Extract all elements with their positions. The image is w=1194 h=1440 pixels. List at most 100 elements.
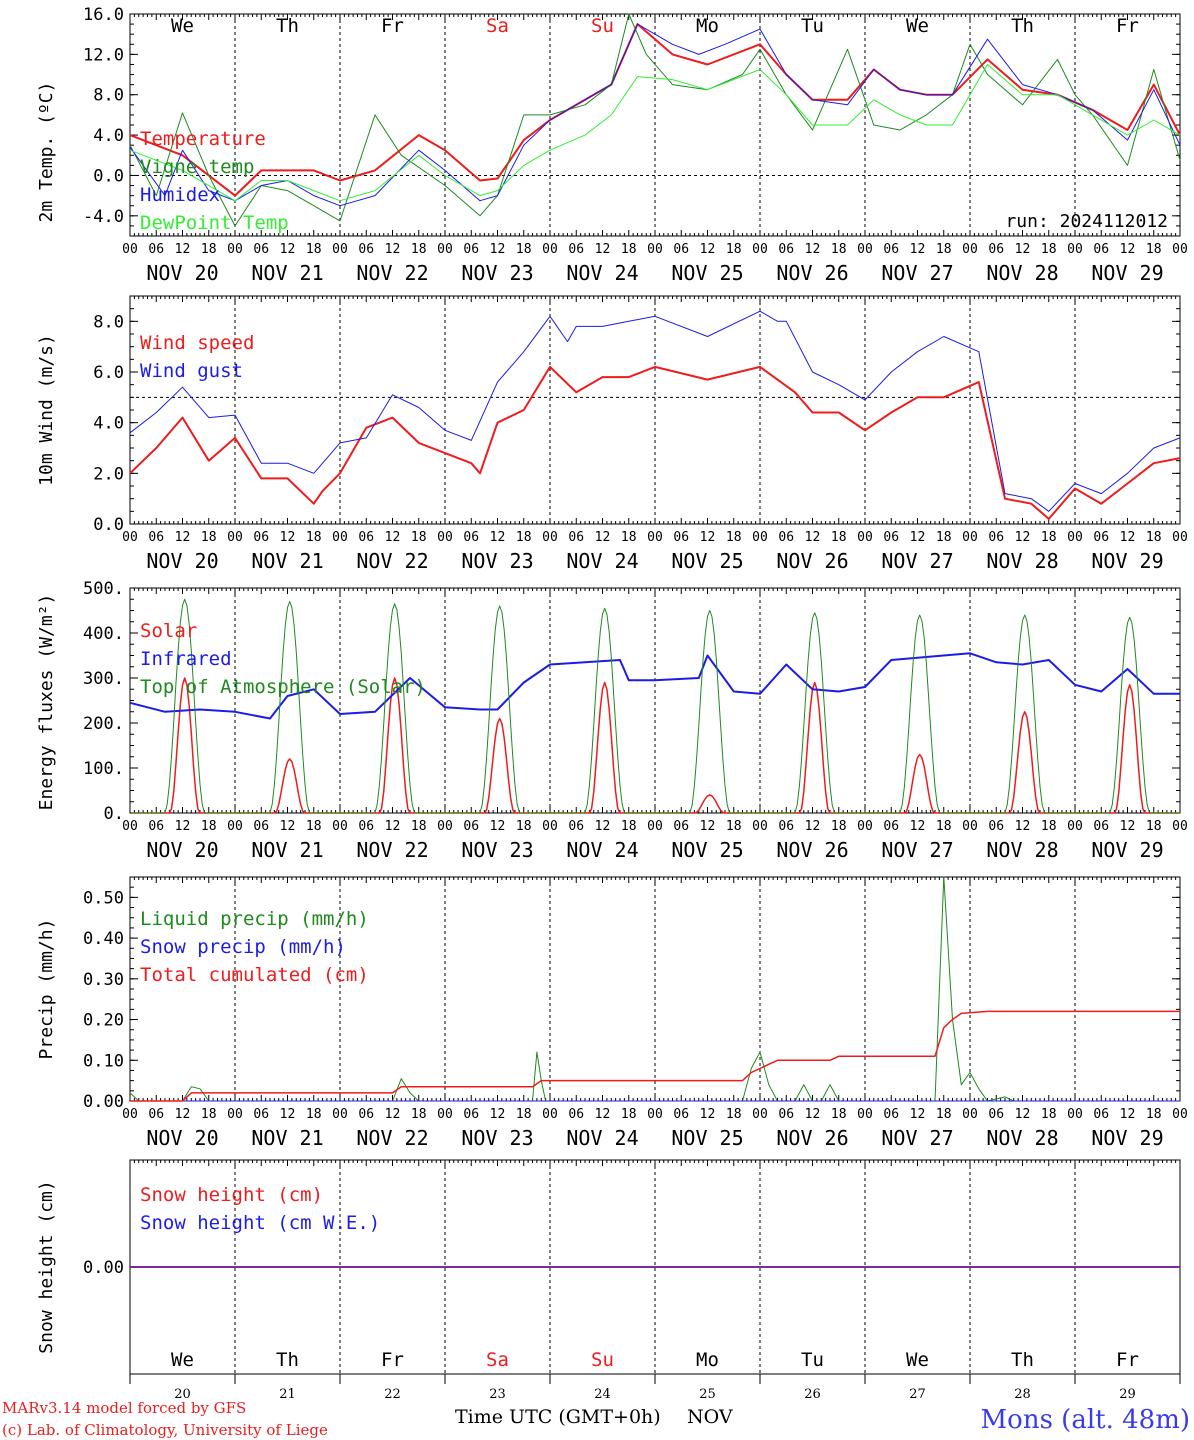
- hour-tick-label: 06: [253, 242, 269, 257]
- x-axis-title: Time UTC (GMT+0h): [455, 1406, 661, 1428]
- hour-tick-label: 18: [1146, 1107, 1162, 1122]
- panel-temperature: 16.0 12.0 8.0 4.0 0.0 -4.0 2m Temp. (ºC) Temper…: [36, 5, 1188, 285]
- hour-tick-label: 12: [805, 530, 821, 545]
- hour-tick-label: 06: [883, 242, 899, 257]
- hour-tick-label: 00: [1067, 530, 1083, 545]
- series-line-temperature-3: [129, 64, 1181, 202]
- legend-entry: Vigne temp: [140, 156, 254, 178]
- weekday-label: Mo: [696, 15, 719, 37]
- weekday-label: Th: [276, 1349, 299, 1371]
- legend-entry: DewPoint Temp: [140, 212, 289, 234]
- hour-tick-label: 06: [988, 242, 1004, 257]
- day-number-label: 28: [1014, 1387, 1031, 1402]
- y-tick-label: 12.0: [83, 45, 124, 65]
- weekday-label: Th: [276, 15, 299, 37]
- hour-tick-label: 18: [831, 819, 847, 834]
- hour-tick-label: 06: [1093, 819, 1109, 834]
- hour-tick-label: 06: [568, 1107, 584, 1122]
- day-label: NOV 27: [881, 261, 953, 285]
- hour-tick-label: 00: [227, 819, 243, 834]
- hour-tick-label: 12: [490, 819, 506, 834]
- hour-tick-label: 12: [910, 530, 926, 545]
- hour-tick-label: 06: [148, 242, 164, 257]
- series-line-wind-1: [129, 310, 1181, 512]
- hour-tick-label: 00: [227, 242, 243, 257]
- legend-entry: Temperature: [140, 128, 266, 150]
- hour-tick-label: 18: [306, 530, 322, 545]
- legend-entry: Solar: [140, 620, 197, 642]
- hour-tick-label: 12: [280, 1107, 296, 1122]
- day-label: NOV 21: [251, 838, 323, 862]
- day-label: NOV 23: [461, 549, 533, 573]
- hour-tick-label: 12: [490, 1107, 506, 1122]
- day-number-label: 25: [699, 1387, 716, 1402]
- day-label: NOV 24: [566, 549, 638, 573]
- hour-tick-label: 06: [778, 530, 794, 545]
- hour-tick-label: 12: [385, 530, 401, 545]
- hour-tick-label: 18: [831, 1107, 847, 1122]
- hour-tick-label: 12: [490, 530, 506, 545]
- hour-tick-label: 18: [516, 1107, 532, 1122]
- hour-tick-label: 18: [1146, 819, 1162, 834]
- weekday-label: Su: [591, 1349, 614, 1371]
- hour-tick-label: 00: [332, 1107, 348, 1122]
- y-axis-label: Energy fluxes (W/m²): [36, 594, 57, 811]
- hour-tick-label: 12: [175, 819, 191, 834]
- y-axis-label: Snow height (cm): [36, 1180, 57, 1353]
- hour-tick-label: 18: [411, 1107, 427, 1122]
- hour-tick-label: 00: [1172, 530, 1188, 545]
- hour-tick-label: 18: [726, 819, 742, 834]
- hour-tick-label: 00: [962, 819, 978, 834]
- hour-tick-label: 00: [437, 819, 453, 834]
- day-label: NOV 28: [986, 261, 1058, 285]
- day-label: NOV 25: [671, 1126, 743, 1150]
- hour-tick-label: 00: [752, 242, 768, 257]
- hour-tick-label: 06: [568, 819, 584, 834]
- hour-tick-label: 06: [1093, 1107, 1109, 1122]
- hour-tick-label: 00: [122, 1107, 138, 1122]
- day-label: NOV 20: [146, 549, 218, 573]
- hour-tick-label: 18: [201, 242, 217, 257]
- hour-tick-label: 18: [726, 530, 742, 545]
- series-line-wind-0: [129, 365, 1181, 520]
- hour-tick-label: 06: [673, 1107, 689, 1122]
- hour-tick-label: 12: [910, 242, 926, 257]
- hour-tick-label: 06: [253, 819, 269, 834]
- hour-tick-label: 00: [647, 242, 663, 257]
- weekday-label: We: [906, 1349, 929, 1371]
- hour-tick-label: 18: [726, 1107, 742, 1122]
- hour-tick-label: 18: [411, 819, 427, 834]
- credit-line: (c) Lab. of Climatology, University of L…: [2, 1421, 328, 1439]
- weekday-label: We: [171, 1349, 194, 1371]
- hour-tick-label: 18: [1041, 242, 1057, 257]
- hour-tick-label: 12: [280, 819, 296, 834]
- hour-tick-label: 00: [122, 242, 138, 257]
- day-label: NOV 28: [986, 838, 1058, 862]
- hour-tick-label: 06: [463, 819, 479, 834]
- hour-tick-label: 06: [463, 1107, 479, 1122]
- hour-tick-label: 06: [988, 1107, 1004, 1122]
- y-tick-label: 500.: [83, 579, 124, 599]
- y-tick-label: 8.0: [93, 312, 124, 332]
- panel-wind: 8.0 6.0 4.0 2.0 0.0 10m Wind (m/s) Wind speed W…: [36, 295, 1188, 573]
- legend-entry: Top of Atmosphere (Solar): [140, 676, 426, 698]
- day-number-label: 20: [174, 1387, 191, 1402]
- hour-tick-label: 00: [962, 242, 978, 257]
- hour-tick-label: 12: [700, 1107, 716, 1122]
- hour-tick-label: 18: [621, 1107, 637, 1122]
- hour-tick-label: 12: [175, 1107, 191, 1122]
- hour-tick-label: 06: [673, 242, 689, 257]
- day-label: NOV 22: [356, 261, 428, 285]
- panel-energy: 500. 400. 300. 200. 100. 0. Energy fluxes (W/m…: [36, 579, 1188, 862]
- y-tick-label: 16.0: [83, 5, 124, 25]
- hour-tick-label: 06: [1093, 530, 1109, 545]
- hour-tick-label: 00: [332, 530, 348, 545]
- hour-tick-label: 12: [805, 819, 821, 834]
- hour-tick-label: 00: [857, 530, 873, 545]
- weekday-label: Tu: [801, 1349, 824, 1371]
- panel-precip: 0.50 0.40 0.30 0.20 0.10 0.00 Precip (mm/h) Liq…: [36, 876, 1188, 1150]
- day-label: NOV 24: [566, 261, 638, 285]
- run-label: run: 2024112012: [1005, 211, 1168, 232]
- day-label: NOV 22: [356, 1126, 428, 1150]
- hour-tick-label: 06: [673, 819, 689, 834]
